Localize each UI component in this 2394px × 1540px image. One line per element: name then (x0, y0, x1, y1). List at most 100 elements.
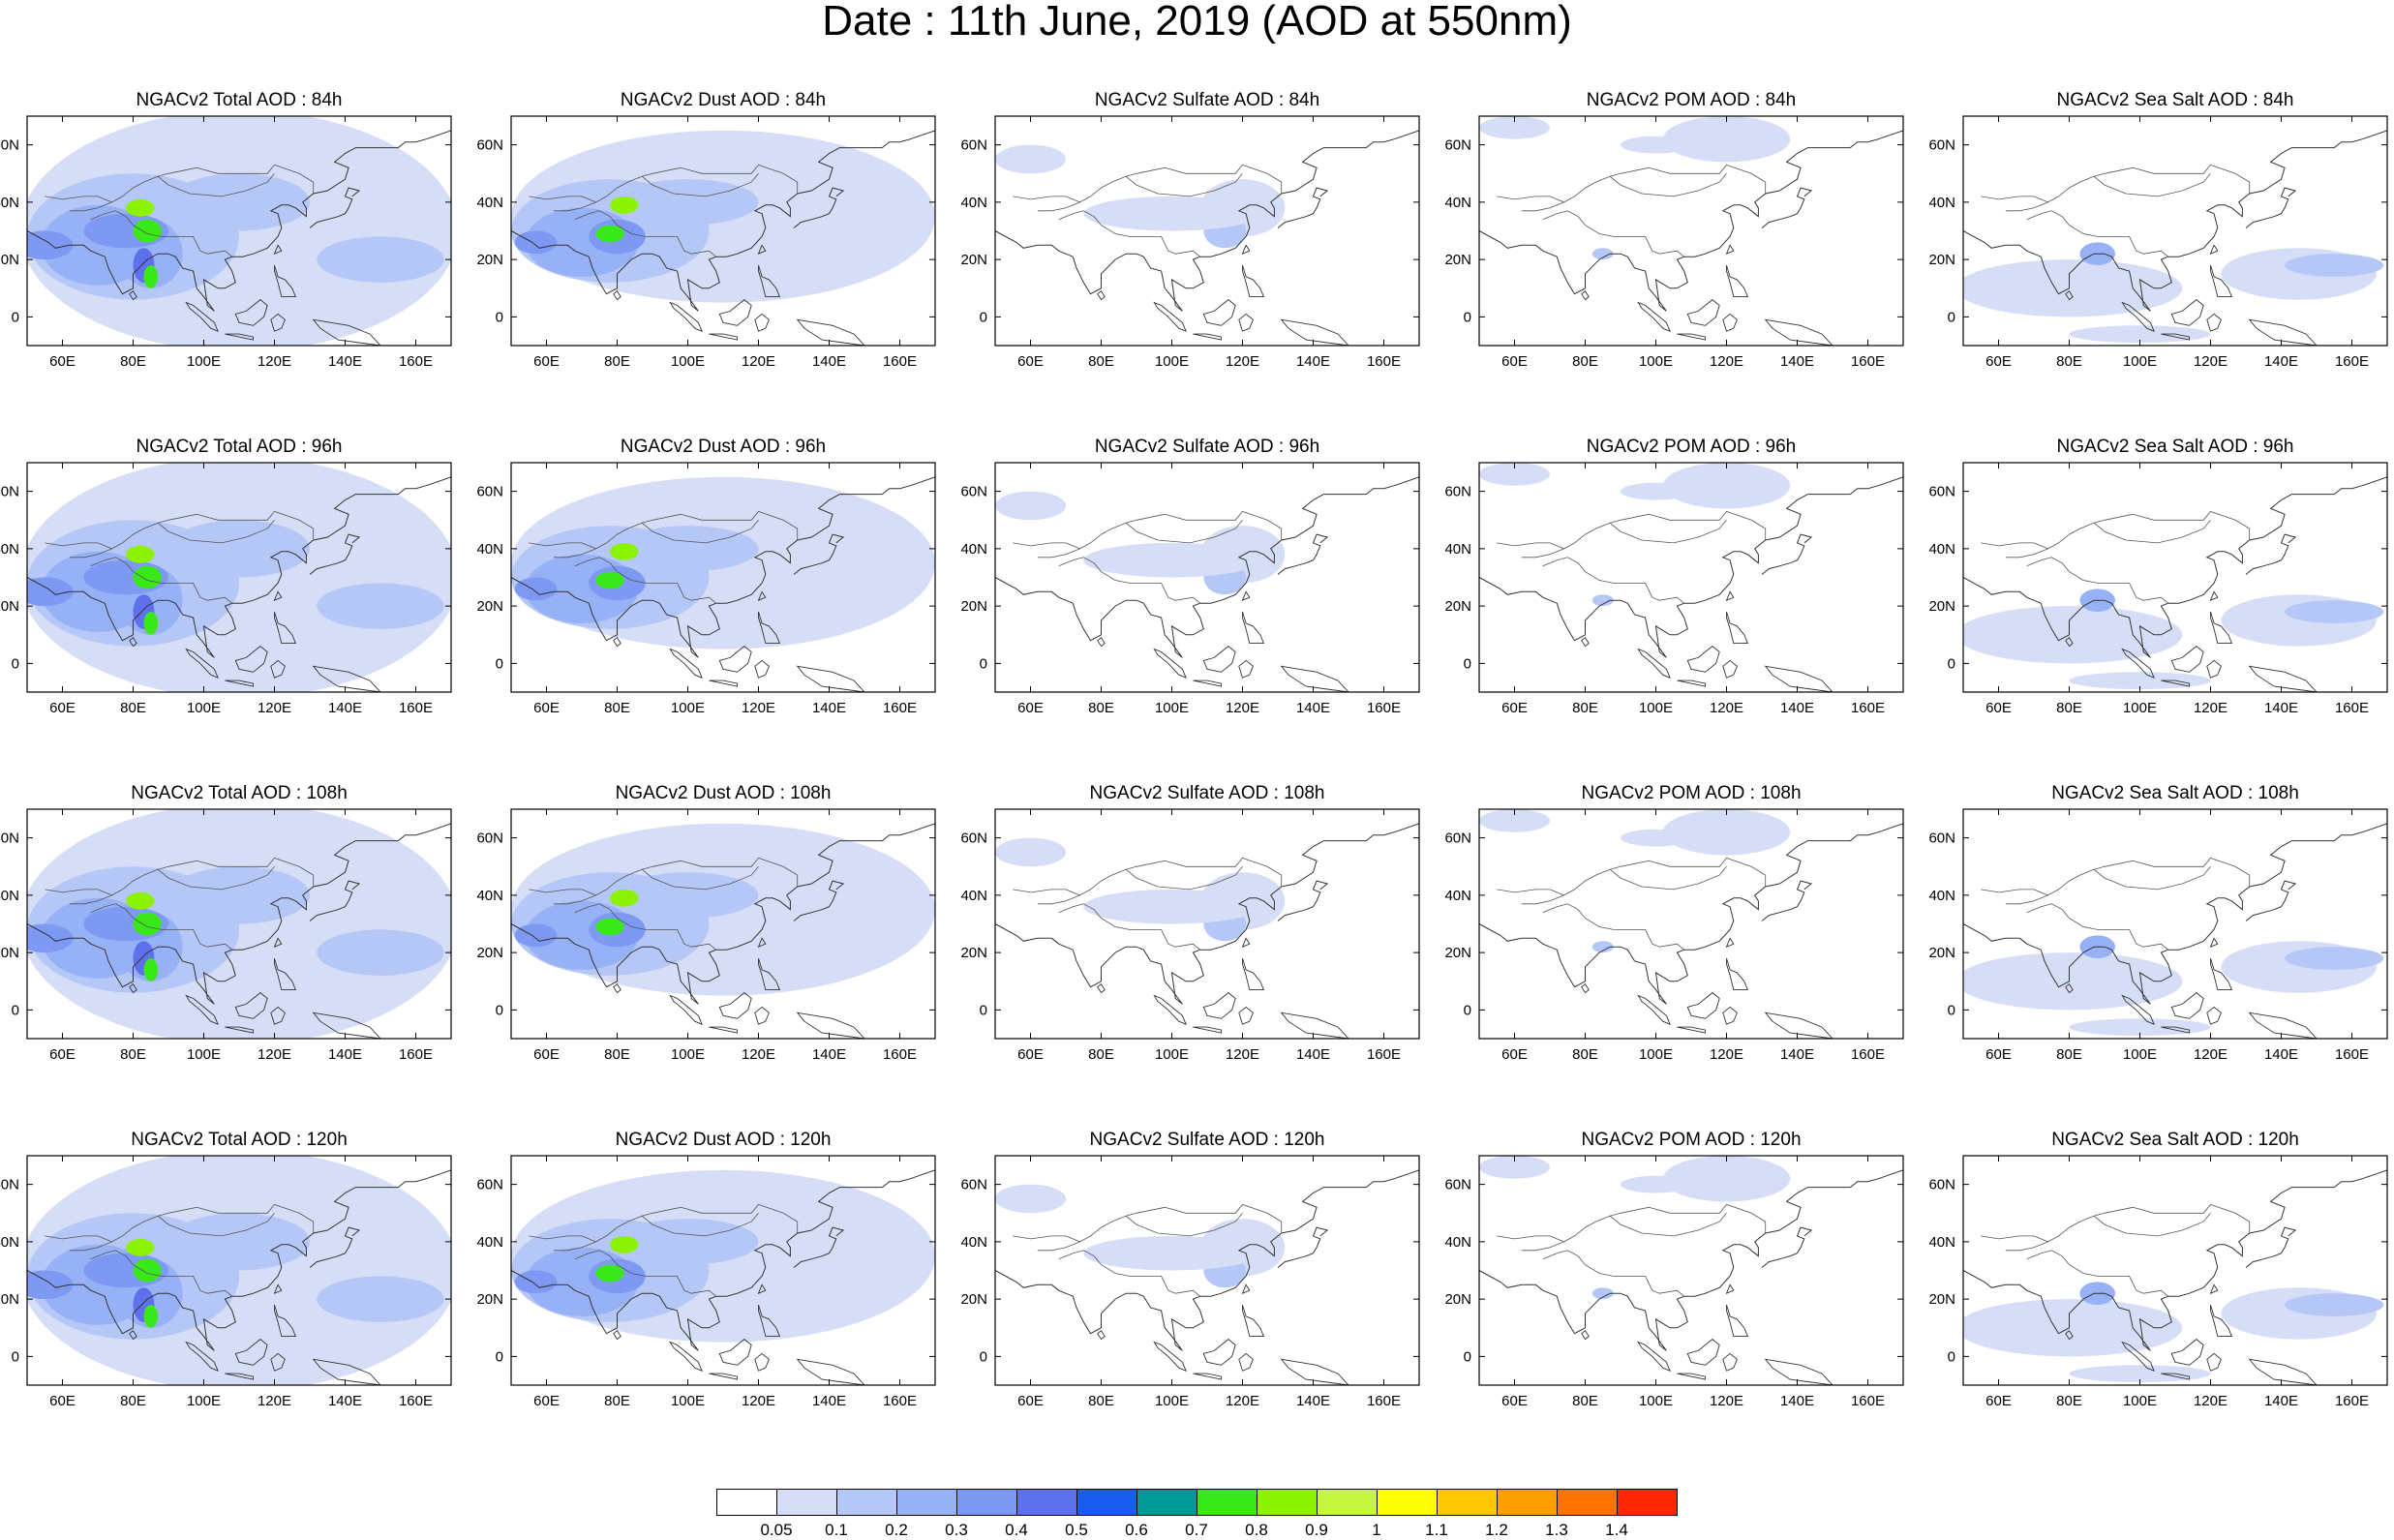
country-border (2026, 1250, 2168, 1297)
lat-tick-label: 20N (1444, 598, 1471, 615)
lat-tick-label: 0 (496, 1002, 503, 1018)
aod-field-patch (995, 1184, 1066, 1214)
island-outline (1581, 637, 1590, 648)
country-border (529, 1235, 596, 1243)
map-frame (1962, 462, 2388, 693)
island-outline (1202, 992, 1236, 1019)
island-outline (273, 244, 283, 256)
aod-map: 60E 80E 100E 120E 140E 160E 60N 40N 20N 0 (476, 808, 936, 1063)
country-border (45, 889, 112, 896)
colorbar-label: 0.2 (885, 1521, 908, 1539)
lat-tick-label: 20N (476, 598, 503, 615)
map-panel: NGACv2 POM AOD : 120h 60E 80E 100E 120E 140E 1… (1444, 1129, 1934, 1448)
lon-tick-label: 80E (2056, 700, 2082, 716)
lon-tick-label: 140E (1780, 353, 1814, 370)
lat-tick-label: 0 (1948, 655, 1955, 672)
island-outline (754, 313, 770, 332)
coastline (27, 1169, 451, 1351)
lat-tick-label: 20N (1928, 1291, 1955, 1308)
lon-tick-label: 140E (812, 1046, 846, 1063)
lon-tick-label: 60E (533, 1046, 560, 1063)
aod-field-patch (1621, 482, 1691, 500)
island-outline (1581, 983, 1590, 994)
island-outline (1241, 1283, 1251, 1295)
country-border (1058, 903, 1200, 951)
lat-tick-label: 40N (1444, 541, 1471, 558)
aod-field-patch (317, 583, 444, 629)
island-outline (234, 646, 268, 673)
country-border (1497, 542, 1564, 550)
island-outline (758, 264, 781, 298)
country-border (157, 1213, 275, 1237)
island-outline (2121, 648, 2155, 679)
aod-map: 60E 80E 100E 120E 140E 160E 60N 40N 20N 0 (476, 115, 936, 370)
lat-tick-label: 20N (476, 1291, 503, 1308)
lon-tick-label: 60E (49, 700, 76, 716)
aod-field-patch (1662, 809, 1791, 856)
lat-tick-label: 0 (1464, 655, 1471, 672)
lon-tick-label: 160E (2335, 700, 2369, 716)
island-outline (2161, 333, 2191, 341)
island-outline (129, 290, 137, 301)
country-border (1497, 1235, 1564, 1243)
country-border (1521, 1203, 1767, 1252)
map-frame (510, 115, 936, 347)
island-outline (185, 648, 219, 679)
lon-tick-label: 80E (1088, 353, 1114, 370)
country-border (1981, 196, 2048, 203)
aod-field-patch (514, 577, 558, 601)
lon-tick-label: 160E (2335, 1046, 2369, 1063)
country-border (1037, 510, 1283, 559)
aod-field-patch (1591, 594, 1614, 607)
aod-field-patch (1479, 116, 1550, 139)
aod-field-patch (1662, 463, 1791, 509)
island-outline (2248, 318, 2318, 346)
country-border (2026, 210, 2168, 257)
colorbar-label: 0.7 (1185, 1521, 1208, 1539)
lat-tick-label: 60N (476, 484, 503, 500)
island-outline (2206, 1352, 2222, 1372)
map-panel: NGACv2 Sulfate AOD : 120h 60E 80E 100E 120E 1… (960, 1129, 1450, 1448)
colorbar-swatch (1497, 1489, 1558, 1516)
coastline (511, 476, 935, 658)
panel-title: NGACv2 Total AOD : 84h (136, 90, 343, 110)
lon-tick-label: 100E (187, 1393, 221, 1409)
island-outline (1637, 648, 1671, 679)
island-outline (2170, 1339, 2204, 1366)
lon-tick-label: 160E (1851, 1046, 1885, 1063)
country-border (69, 857, 315, 905)
aod-map: 60E 80E 100E 120E 140E 160E 60N 40N 20N 0 (476, 1155, 936, 1409)
colorbar-swatch (1317, 1489, 1378, 1516)
aod-field-patch (143, 612, 159, 635)
lon-tick-label: 60E (533, 1393, 560, 1409)
aod-field-patch (595, 1264, 624, 1283)
island-outline (796, 1012, 865, 1039)
aod-field-patch (143, 1305, 159, 1328)
island-outline (2206, 313, 2222, 332)
country-border (1497, 196, 1564, 203)
country-border (1013, 196, 1080, 203)
lon-tick-label: 160E (883, 353, 917, 370)
aod-field-patch (317, 236, 444, 283)
lon-tick-label: 80E (2056, 353, 2082, 370)
country-border (2093, 866, 2211, 891)
coastline (1963, 476, 2387, 658)
panel-title: NGACv2 Dust AOD : 84h (620, 90, 827, 110)
colorbar-swatch (1016, 1489, 1077, 1516)
lon-tick-label: 160E (883, 1046, 917, 1063)
island-outline (709, 1373, 739, 1380)
colorbar-label: 1.4 (1605, 1521, 1628, 1539)
island-outline (2121, 301, 2155, 333)
island-outline (718, 992, 752, 1019)
lat-tick-label: 0 (980, 1348, 987, 1365)
island-outline (270, 659, 286, 679)
lon-tick-label: 80E (2056, 1393, 2082, 1409)
lat-tick-label: 0 (496, 655, 503, 672)
island-outline (754, 1006, 770, 1025)
coastline (27, 130, 451, 312)
lon-tick-label: 160E (1367, 1393, 1401, 1409)
lon-tick-label: 60E (1985, 353, 2012, 370)
map-panel: NGACv2 Sea Salt AOD : 96h 60E 80E 100E 120E 1… (1928, 436, 2394, 755)
island-outline (1686, 992, 1720, 1019)
island-outline (1153, 1341, 1187, 1373)
